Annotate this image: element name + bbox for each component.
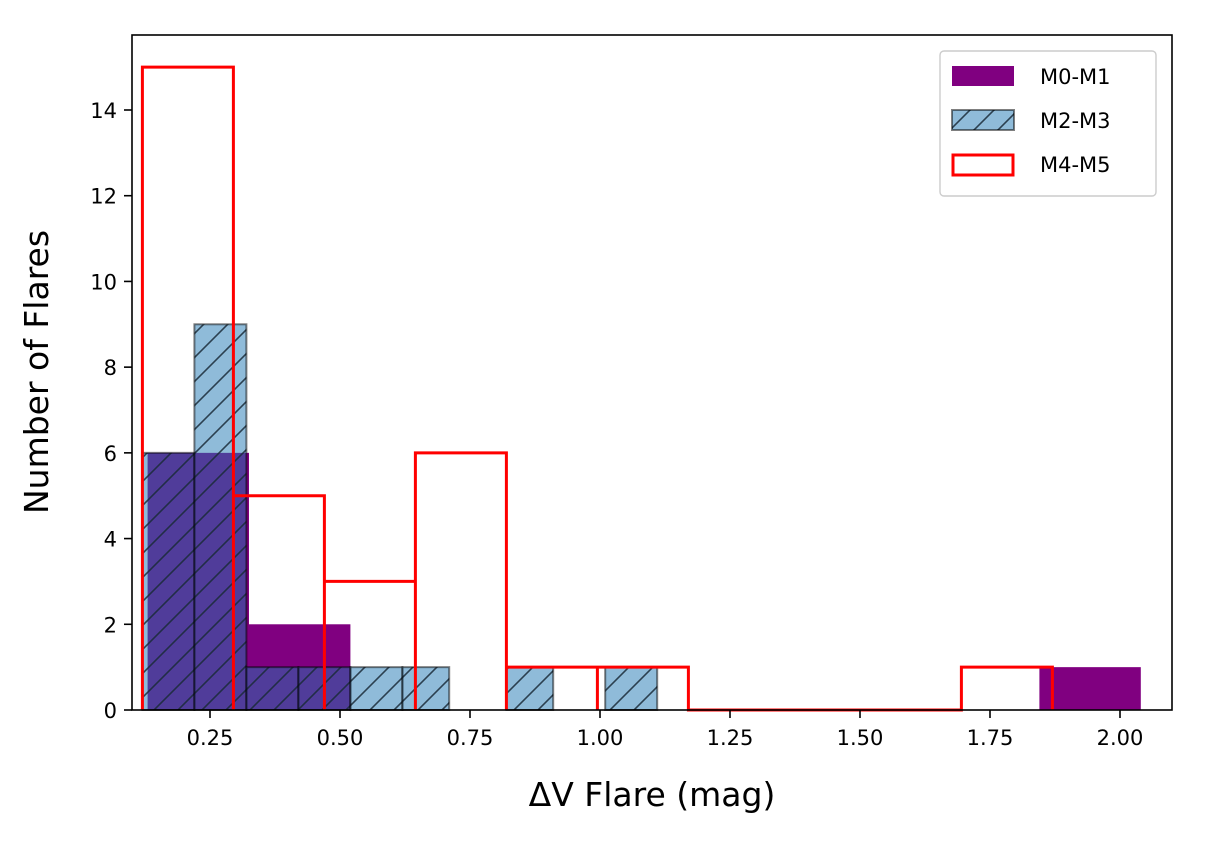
bar-m2-m3-hatch-4 bbox=[349, 666, 404, 712]
y-tick-label-3: 6 bbox=[104, 442, 117, 466]
outline-m4-m5 bbox=[140, 65, 1054, 712]
legend-swatch-m0-m1 bbox=[952, 66, 1014, 86]
x-tick-label-3: 1.00 bbox=[577, 726, 624, 750]
bars-layer bbox=[140, 65, 1141, 712]
y-tick-label-0: 0 bbox=[104, 699, 117, 723]
bar-m2-m3-hatch-7 bbox=[604, 666, 659, 712]
x-axis-ticks: 0.25 0.50 0.75 1.00 1.25 1.50 1.75 2.00 bbox=[187, 710, 1144, 750]
x-tick-label-7: 2.00 bbox=[1097, 726, 1144, 750]
legend: M0-M1 M2-M3 M4-M5 bbox=[939, 50, 1157, 197]
y-tick-label-2: 4 bbox=[104, 528, 117, 552]
plot-frame bbox=[131, 34, 1173, 711]
legend-label-m4-m5: M4-M5 bbox=[1040, 153, 1111, 177]
x-tick-label-5: 1.50 bbox=[837, 726, 884, 750]
bar-m2-m3-hatch-5 bbox=[401, 666, 451, 712]
legend-swatch-m4-m5 bbox=[951, 153, 1015, 177]
x-tick-label-4: 1.25 bbox=[707, 726, 754, 750]
x-tick-label-0: 0.25 bbox=[187, 726, 234, 750]
y-tick-label-6: 12 bbox=[90, 185, 117, 209]
y-tick-label-5: 10 bbox=[90, 270, 117, 294]
y-tick-label-7: 14 bbox=[90, 99, 117, 123]
legend-swatch-m2-m3-hatch bbox=[951, 109, 1015, 131]
y-axis-ticks: 0 2 4 6 8 10 12 14 bbox=[90, 99, 132, 723]
legend-label-m0-m1: M0-M1 bbox=[1040, 65, 1111, 89]
x-tick-label-2: 0.75 bbox=[447, 726, 494, 750]
bar-m2-m3-hatch-6 bbox=[505, 666, 555, 712]
bar-m2-m3-hatch-1 bbox=[193, 323, 248, 711]
y-axis-label: Number of Flares bbox=[17, 230, 56, 514]
x-tick-label-1: 0.50 bbox=[317, 726, 364, 750]
legend-frame bbox=[939, 50, 1157, 197]
bar-m0-m1-2 bbox=[1039, 667, 1141, 710]
legend-label-m2-m3: M2-M3 bbox=[1040, 109, 1111, 133]
bar-m2-m3-hatch-2 bbox=[245, 666, 300, 712]
y-tick-label-1: 2 bbox=[104, 613, 117, 637]
bar-m2-m3-hatch-0 bbox=[141, 451, 196, 711]
y-tick-label-4: 8 bbox=[104, 356, 117, 380]
x-tick-label-6: 1.75 bbox=[967, 726, 1014, 750]
x-axis-label: ΔV Flare (mag) bbox=[529, 775, 776, 814]
